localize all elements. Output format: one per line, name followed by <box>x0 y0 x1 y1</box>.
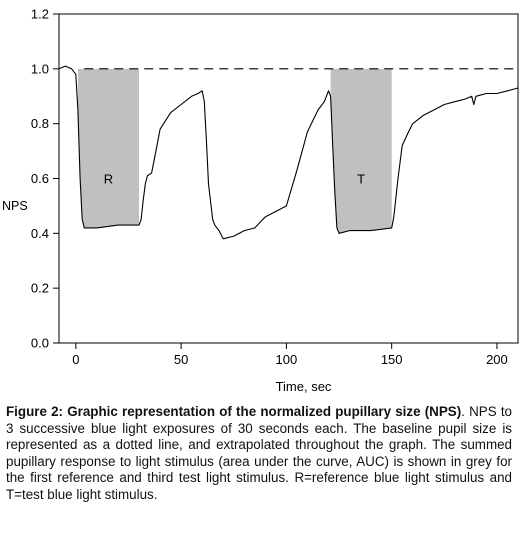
series-line <box>58 65 519 240</box>
y-tick-label: 0.4 <box>31 226 49 241</box>
shaded-regions <box>77 68 392 234</box>
y-tick-label: 1.0 <box>31 61 49 76</box>
x-axis-label: Time, sec <box>276 379 332 394</box>
y-axis-label: NPS <box>2 199 28 213</box>
y-tick-label: 1.2 <box>31 7 49 22</box>
x-tick-label: 50 <box>174 352 188 367</box>
y-tick-label: 0.0 <box>31 336 49 351</box>
x-axis-ticks: 0 50 100 150 200 <box>72 343 508 367</box>
caption-body: . NPS to 3 successive blue light exposur… <box>6 404 512 502</box>
shaded-region-t <box>330 68 392 234</box>
shaded-region-r <box>77 68 140 228</box>
y-axis-ticks: 0.0 0.2 0.4 0.6 0.8 1.0 1.2 <box>31 7 59 351</box>
caption-title: Figure 2: Graphic representation of the … <box>6 404 462 419</box>
x-tick-label: 0 <box>72 352 79 367</box>
figure-caption: Figure 2: Graphic representation of the … <box>6 404 512 504</box>
x-tick-label: 150 <box>381 352 403 367</box>
y-tick-label: 0.2 <box>31 281 49 296</box>
y-tick-label: 0.6 <box>31 171 49 186</box>
x-tick-label: 200 <box>486 352 508 367</box>
y-tick-label: 0.8 <box>31 116 49 131</box>
region-label-t: T <box>357 172 365 187</box>
region-label-r: R <box>104 172 113 187</box>
x-tick-label: 100 <box>276 352 298 367</box>
